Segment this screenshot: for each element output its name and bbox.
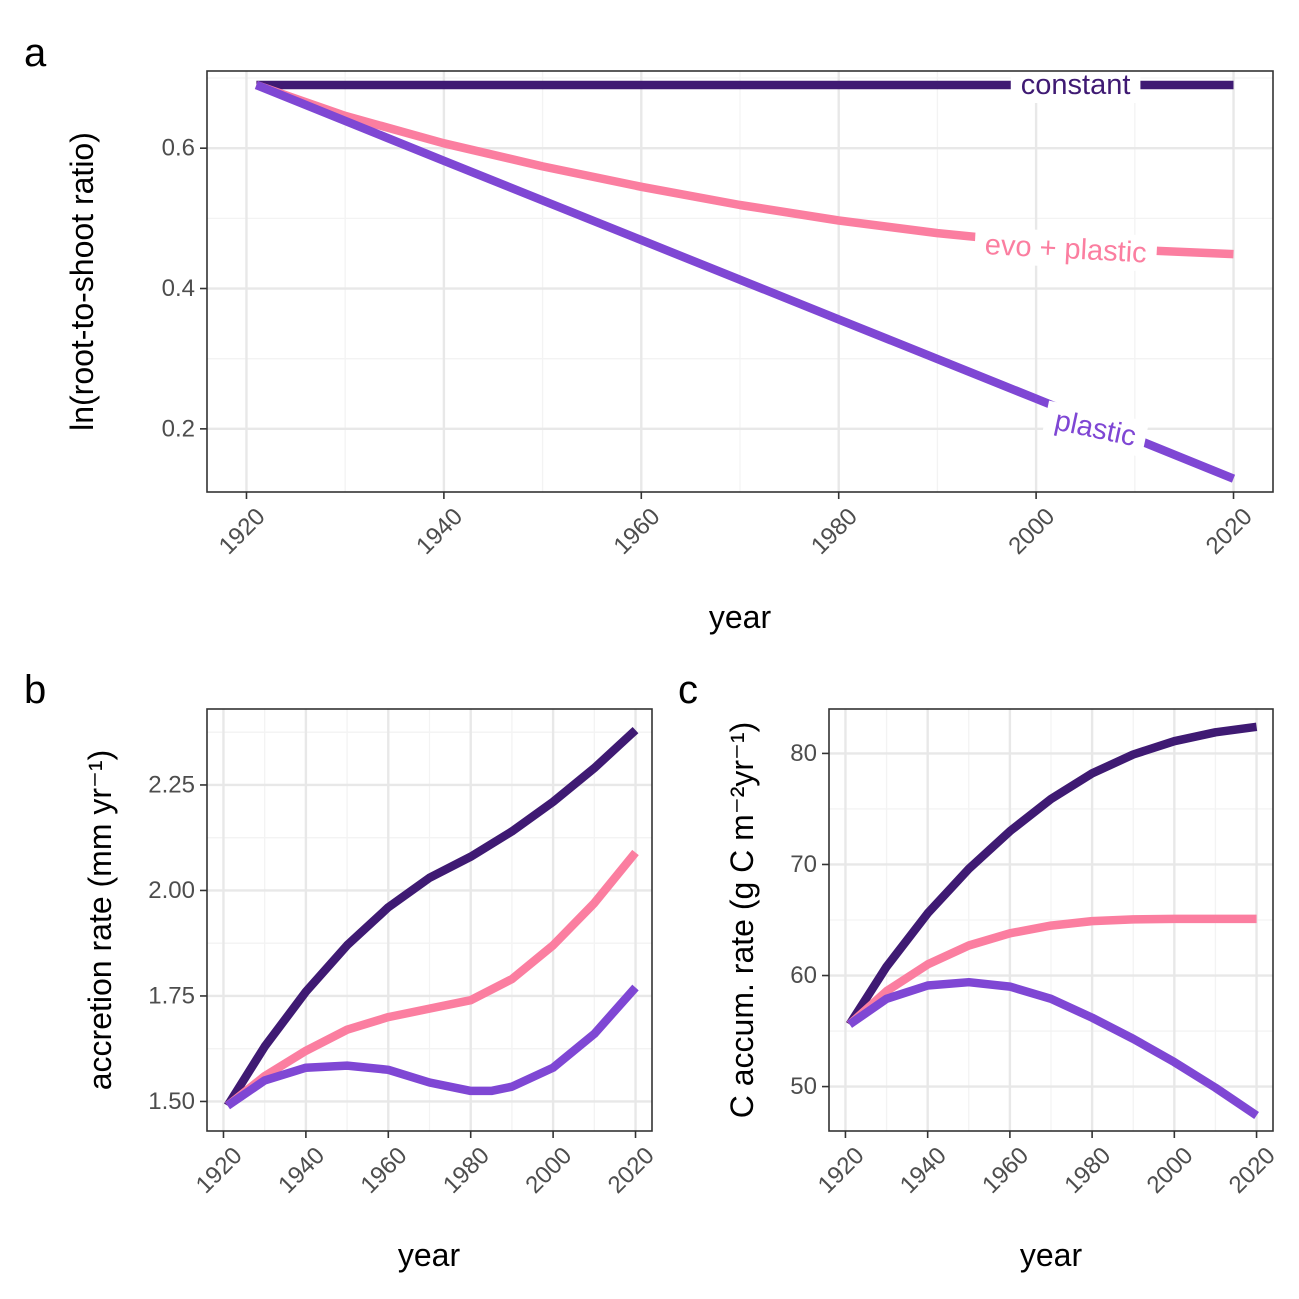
- y-tick-label: 2.25: [148, 771, 195, 798]
- y-axis: 50 60 70 80: [790, 740, 829, 1100]
- y-tick-label: 1.75: [148, 982, 195, 1009]
- x-tick-label: 1940: [895, 1142, 952, 1199]
- x-axis: 1920 1940 1960 1980 2000 2020: [813, 1131, 1281, 1199]
- x-tick-label: 1960: [609, 503, 666, 560]
- panel-letter: b: [24, 668, 46, 712]
- x-tick-label: 2000: [520, 1142, 577, 1199]
- panel-letter: c: [678, 668, 698, 712]
- series-label-group: constant: [1010, 67, 1141, 104]
- series-label-group: evo + plastic: [973, 226, 1158, 272]
- panel-border: [828, 708, 1274, 1132]
- y-tick-label: 60: [790, 962, 817, 989]
- x-axis-title: year: [398, 1237, 461, 1273]
- y-tick-label: 50: [790, 1073, 817, 1100]
- panel-border: [206, 70, 1274, 493]
- y-tick-label: 0.4: [162, 275, 195, 302]
- x-tick-label: 1920: [214, 503, 271, 560]
- series-line-plastic: [225, 984, 639, 1110]
- series-line-constant: [224, 726, 639, 1108]
- y-tick-label: 0.2: [162, 415, 195, 442]
- series-line-constant: [846, 722, 1258, 1027]
- x-tick-label: 1980: [438, 1142, 495, 1199]
- y-axis-title: accretion rate (mm yr⁻¹): [82, 750, 118, 1090]
- y-tick-label: 0.6: [162, 135, 195, 162]
- x-tick-label: 1940: [273, 1142, 330, 1199]
- series-line-evo-plastic: [224, 849, 639, 1110]
- y-axis: 1.50 1.75 2.00 2.25: [148, 771, 207, 1115]
- x-tick-label: 2000: [1003, 503, 1060, 560]
- panel-letter: a: [24, 31, 47, 75]
- x-tick-label: 2020: [1224, 1142, 1281, 1199]
- x-tick-label: 2020: [1201, 503, 1258, 560]
- x-tick-label: 2000: [1142, 1142, 1199, 1199]
- x-tick-label: 1960: [356, 1142, 413, 1199]
- y-tick-label: 80: [790, 740, 817, 767]
- x-axis-title: year: [709, 599, 772, 635]
- series-line-evo-plastic: [846, 914, 1257, 1028]
- y-axis-title: C accum. rate (g C m⁻²yr⁻¹): [724, 722, 760, 1118]
- x-axis-title: year: [1020, 1237, 1083, 1273]
- y-axis-title: ln(root-to-shoot ratio): [64, 132, 100, 431]
- y-axis: 0.2 0.4 0.6: [162, 135, 207, 442]
- series-label-constant: constant: [1021, 69, 1131, 101]
- y-tick-label: 1.50: [148, 1088, 195, 1115]
- panel-c: 50 60 70 80 1920 1940 1960 1980 2000 2020 year C ac…: [678, 668, 1281, 1273]
- x-tick-label: 1980: [1059, 1142, 1116, 1199]
- x-tick-label: 1940: [411, 503, 468, 560]
- series-lines: [224, 726, 639, 1110]
- series-label-background: [1041, 400, 1150, 458]
- panel-border: [206, 708, 653, 1132]
- x-tick-label: 1980: [806, 503, 863, 560]
- series-lines: [846, 722, 1259, 1120]
- series-label-background: [1010, 67, 1141, 104]
- gridlines: [207, 709, 652, 1131]
- x-axis: 1920 1940 1960 1980 2000 2020: [214, 492, 1258, 560]
- x-tick-label: 1920: [191, 1142, 248, 1199]
- x-tick-label: 2020: [603, 1142, 660, 1199]
- y-tick-label: 70: [790, 851, 817, 878]
- x-axis: 1920 1940 1960 1980 2000 2020: [191, 1131, 660, 1199]
- panel-b: 1.50 1.75 2.00 2.25 1920 1940 1960 1980 2000 2020…: [24, 668, 660, 1273]
- x-tick-label: 1920: [813, 1142, 870, 1199]
- series-label-background: [973, 226, 1158, 272]
- y-tick-label: 2.00: [148, 877, 195, 904]
- series-line-plastic: [847, 977, 1259, 1120]
- x-tick-label: 1960: [977, 1142, 1034, 1199]
- gridlines: [207, 71, 1273, 492]
